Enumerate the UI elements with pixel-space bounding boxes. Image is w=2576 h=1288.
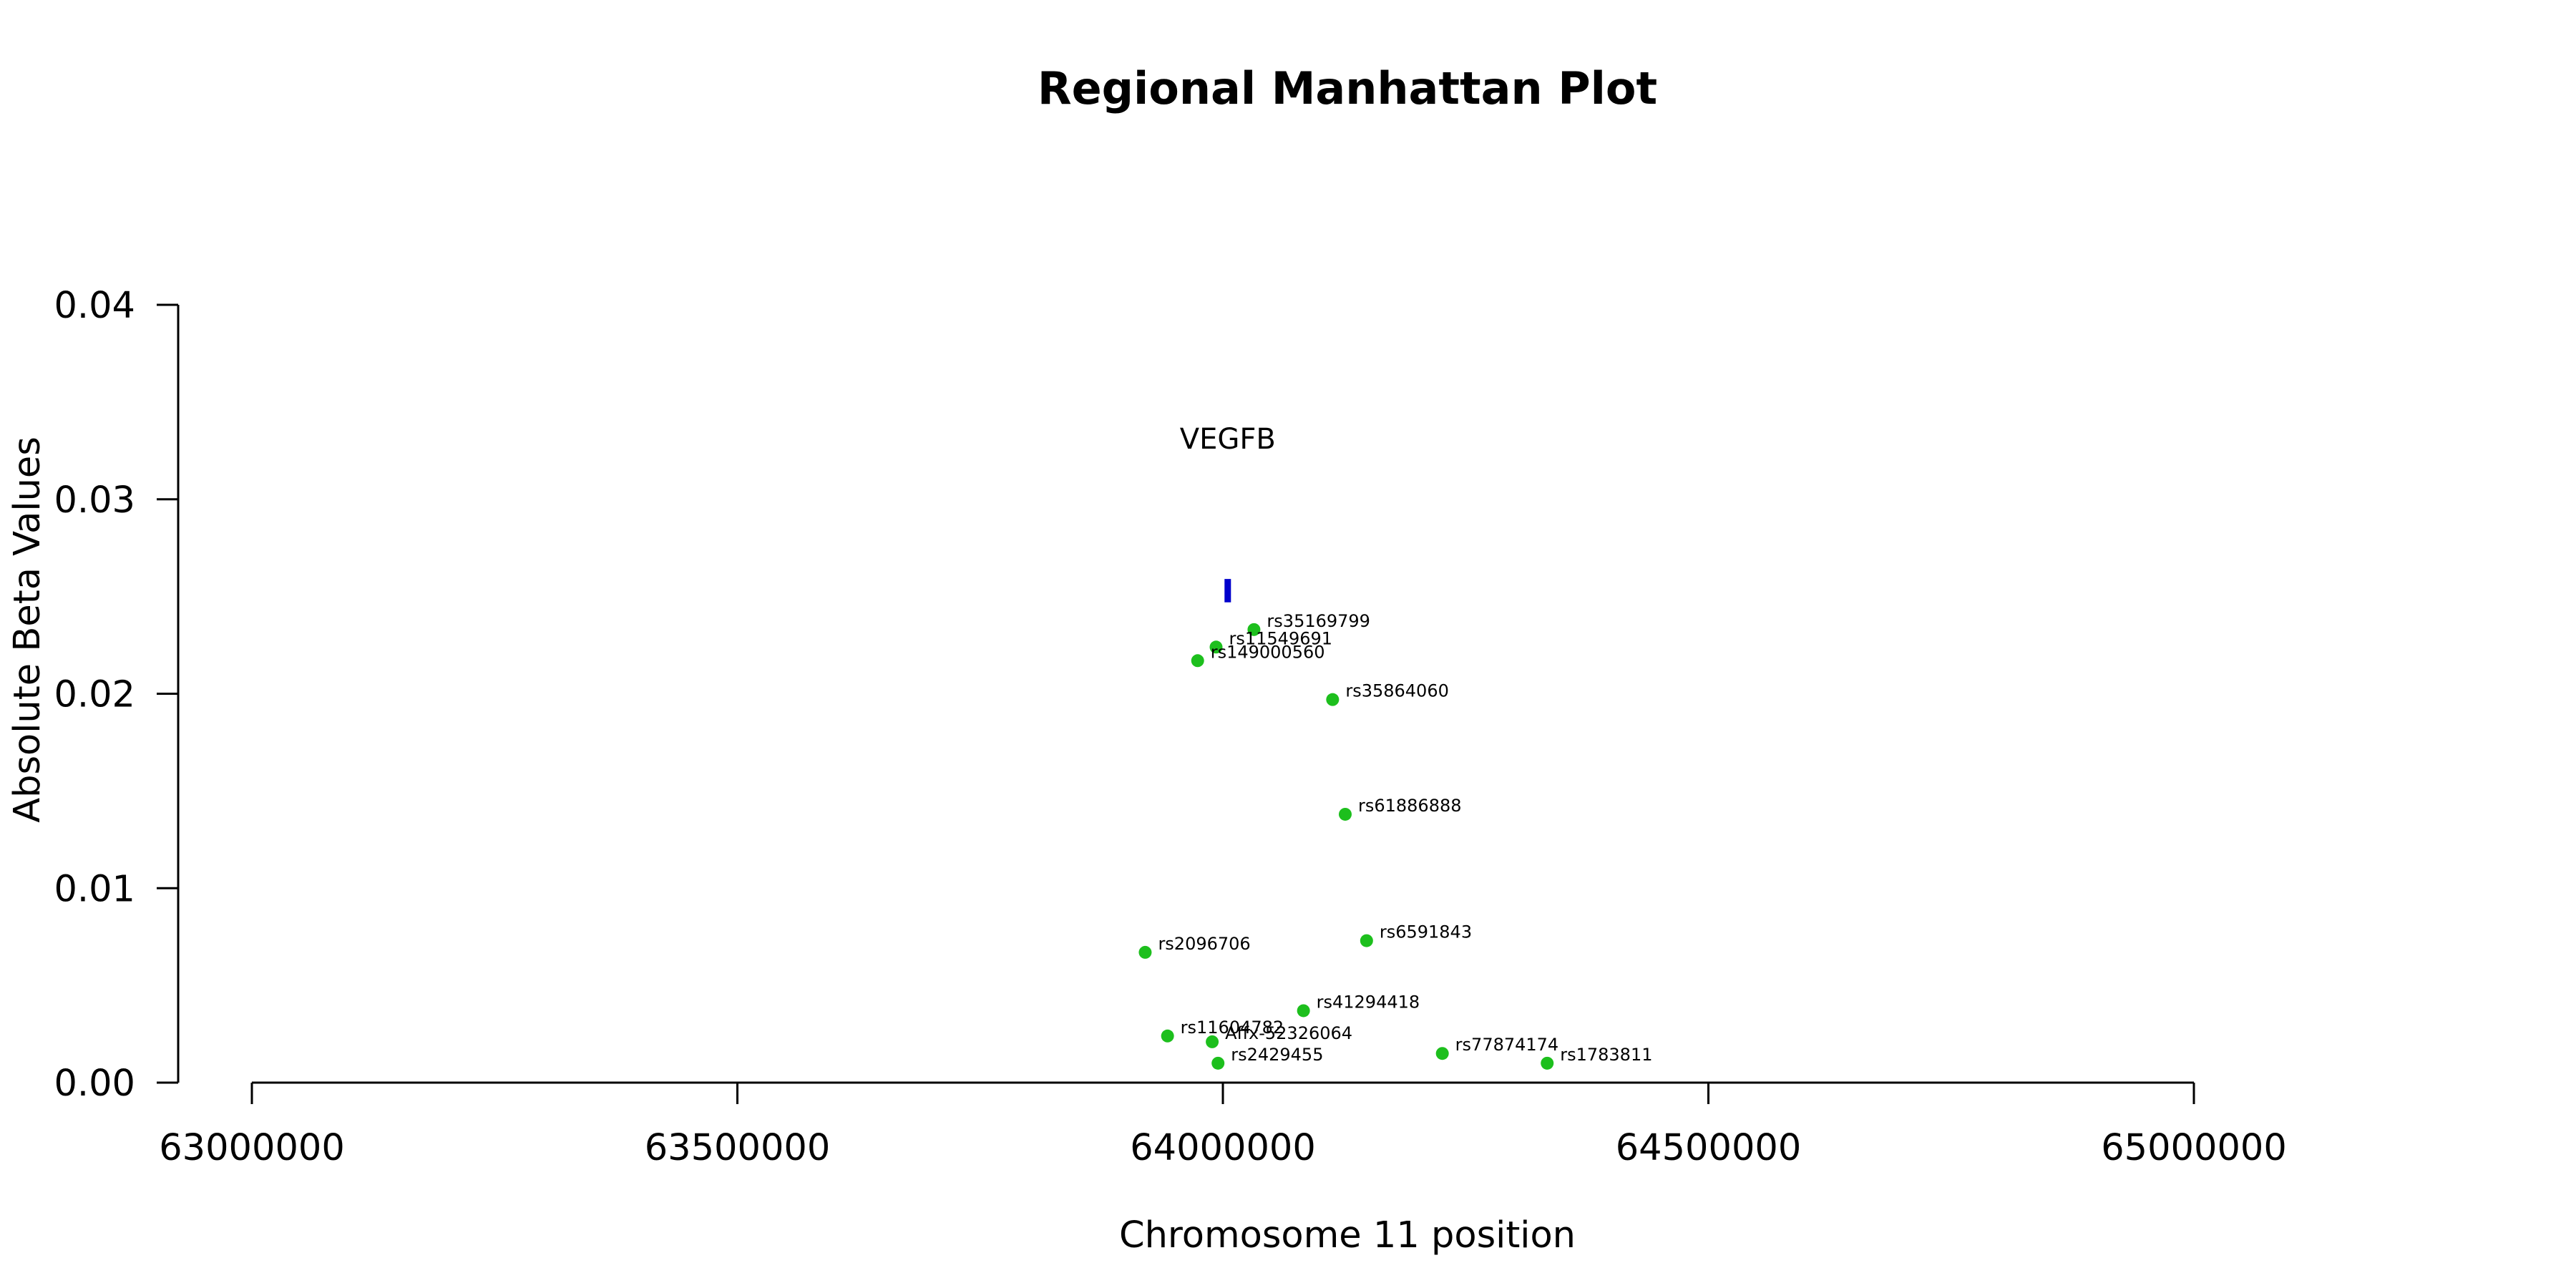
data-point-label: rs2429455 — [1231, 1045, 1323, 1065]
data-point — [1211, 1056, 1225, 1070]
x-tick-label: 63000000 — [159, 1127, 345, 1169]
data-point — [1138, 945, 1152, 959]
data-point-label: rs1783811 — [1560, 1045, 1652, 1065]
data-point — [1435, 1047, 1449, 1060]
data-point-label: rs11604782 — [1181, 1018, 1284, 1038]
data-point-label: rs41294418 — [1317, 992, 1420, 1012]
data-point — [1247, 623, 1261, 636]
data-point — [1541, 1056, 1554, 1070]
y-tick-label: 0.00 — [54, 1063, 135, 1105]
data-point-label: rs61886888 — [1358, 796, 1462, 816]
data-point-label: rs77874174 — [1455, 1035, 1559, 1055]
y-axis-label: Absolute Beta Values — [6, 436, 49, 823]
x-tick-label: 63500000 — [645, 1127, 831, 1169]
x-axis-label: Chromosome 11 position — [1119, 1214, 1576, 1257]
x-tick-label: 64500000 — [1616, 1127, 1802, 1169]
data-point-label: Affx-52326064 — [1225, 1023, 1352, 1043]
data-point — [1326, 693, 1340, 706]
y-tick-label: 0.02 — [54, 674, 135, 716]
y-tick-label: 0.03 — [54, 479, 135, 522]
data-point-label: rs11549691 — [1229, 628, 1333, 648]
x-tick-label: 64000000 — [1130, 1127, 1316, 1169]
x-tick-label: 65000000 — [2101, 1127, 2287, 1169]
data-point-label: rs35169799 — [1267, 611, 1370, 631]
data-point-label: rs2096706 — [1158, 934, 1250, 954]
data-point — [1161, 1029, 1174, 1043]
data-point — [1338, 807, 1352, 821]
y-tick-label: 0.01 — [54, 868, 135, 910]
data-point-label: rs149000560 — [1211, 642, 1325, 662]
y-tick-label: 0.04 — [54, 285, 135, 327]
gene-label: VEGFB — [1180, 423, 1276, 456]
data-point — [1191, 654, 1204, 668]
data-point — [1206, 1035, 1219, 1048]
y-axis-ticks: 0.00 0.01 0.02 0.03 0.04 — [54, 285, 178, 1105]
data-point — [1360, 934, 1373, 947]
chart-title: Regional Manhattan Plot — [1038, 62, 1657, 114]
data-point-label: rs6591843 — [1380, 922, 1472, 942]
gene-marker-group: VEGFB — [1180, 423, 1276, 602]
data-point — [1209, 640, 1223, 654]
data-point — [1297, 1004, 1310, 1018]
data-point-label: rs35864060 — [1345, 681, 1449, 701]
x-axis-ticks: 63000000 63500000 64000000 64500000 65000000 — [159, 1083, 2287, 1169]
